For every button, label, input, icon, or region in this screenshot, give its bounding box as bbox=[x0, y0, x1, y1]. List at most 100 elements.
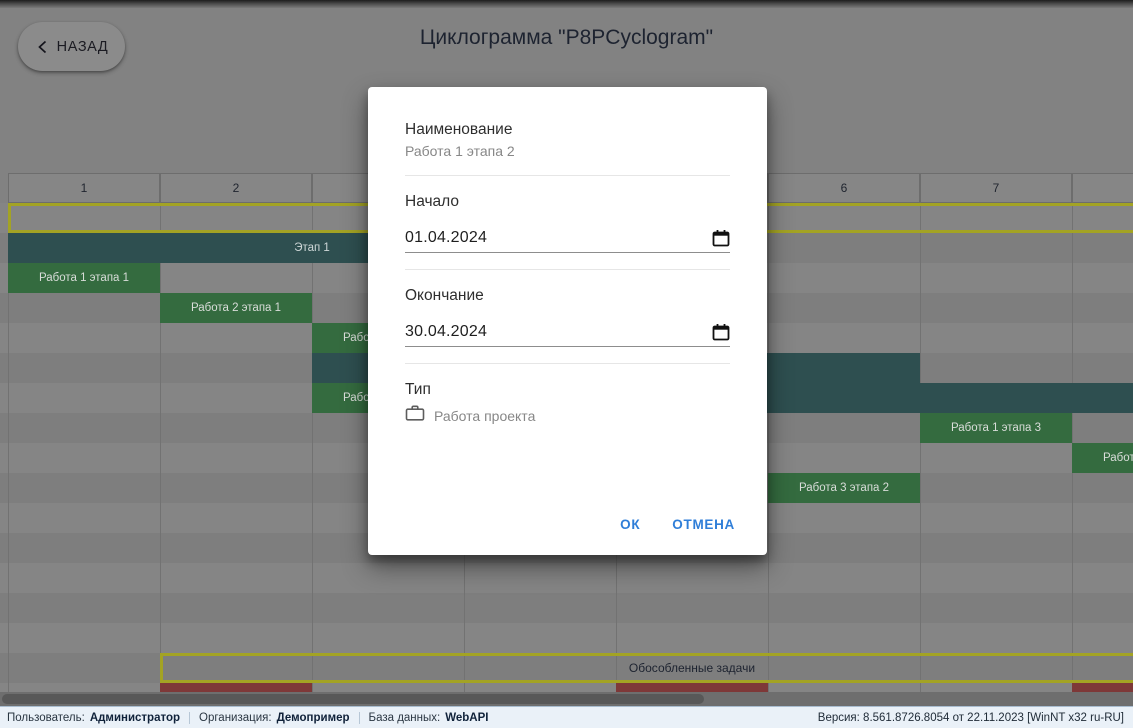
grid-column-divider bbox=[920, 443, 921, 473]
cyclogram-bar[interactable]: Работа 1 этапа 1 bbox=[8, 263, 160, 293]
grid-column-divider bbox=[920, 233, 921, 263]
grid-column-divider bbox=[768, 293, 769, 323]
back-button[interactable]: НАЗАД bbox=[18, 22, 125, 71]
column-header: 7 bbox=[920, 173, 1072, 203]
grid-column-divider bbox=[8, 413, 9, 443]
status-bar-left: Пользователь: Администратор Организация:… bbox=[0, 711, 498, 724]
window-top-edge bbox=[0, 0, 1133, 8]
grid-column-divider bbox=[312, 593, 313, 623]
start-date-input[interactable]: 01.04.2024 bbox=[405, 229, 730, 253]
cyclogram-bar[interactable]: Работа 1 без этапа bbox=[160, 683, 312, 692]
grid-column-divider bbox=[312, 503, 313, 533]
grid-column-divider bbox=[160, 203, 161, 233]
grid-column-divider bbox=[1072, 263, 1073, 293]
cyclogram-bar[interactable]: Работа 3 этапа 2 bbox=[768, 473, 920, 503]
grid-column-divider bbox=[920, 263, 921, 293]
grid-column-divider bbox=[160, 563, 161, 593]
cyclogram-bar[interactable]: Работа 2 без этапа bbox=[616, 683, 768, 692]
grid-column-divider bbox=[8, 593, 9, 623]
grid-column-divider bbox=[8, 653, 9, 683]
chevron-left-icon bbox=[35, 39, 51, 55]
grid-column-divider bbox=[920, 683, 921, 692]
page-title: Циклограмма "P8PCyclogram" bbox=[419, 26, 714, 49]
grid-row bbox=[0, 593, 1133, 623]
column-header: 8 bbox=[1072, 173, 1133, 203]
grid-column-divider bbox=[1072, 653, 1073, 683]
grid-column-divider bbox=[920, 353, 921, 383]
field-type-value: Работа проекта bbox=[434, 407, 536, 424]
grid-column-divider bbox=[616, 653, 617, 683]
status-org: Организация: Демопример bbox=[189, 711, 359, 724]
field-end: Окончание 30.04.2024 bbox=[405, 269, 730, 363]
grid-column-divider bbox=[160, 263, 161, 293]
grid-column-divider bbox=[616, 623, 617, 653]
grid-column-divider bbox=[160, 413, 161, 443]
field-name: Наименование Работа 1 этапа 2 bbox=[405, 121, 730, 175]
grid-column-divider bbox=[464, 593, 465, 623]
start-date-value: 01.04.2024 bbox=[405, 229, 488, 246]
grid-column-divider bbox=[312, 653, 313, 683]
grid-column-divider bbox=[920, 473, 921, 503]
grid-row bbox=[0, 623, 1133, 653]
grid-column-divider bbox=[160, 383, 161, 413]
calendar-icon[interactable] bbox=[712, 323, 730, 341]
grid-column-divider bbox=[1072, 563, 1073, 593]
cyclogram-bar[interactable]: Работа 3 без этапа bbox=[1072, 683, 1133, 692]
field-type-label: Тип bbox=[405, 381, 431, 398]
grid-column-divider bbox=[312, 563, 313, 593]
grid-column-divider bbox=[1072, 503, 1073, 533]
grid-column-divider bbox=[920, 563, 921, 593]
field-end-label: Окончание bbox=[405, 287, 484, 304]
grid-column-divider bbox=[8, 563, 9, 593]
grid-column-divider bbox=[8, 323, 9, 353]
column-header: 2 bbox=[160, 173, 312, 203]
cancel-button[interactable]: ОТМЕНА bbox=[662, 509, 745, 540]
ok-button[interactable]: ОК bbox=[610, 509, 650, 540]
grid-column-divider bbox=[920, 623, 921, 653]
grid-column-divider bbox=[1072, 233, 1073, 263]
grid-column-divider bbox=[1072, 473, 1073, 503]
grid-column-divider bbox=[312, 683, 313, 692]
cyclogram-bar[interactable]: Работа 2 этапа 3 bbox=[1072, 443, 1133, 473]
grid-column-divider bbox=[160, 503, 161, 533]
field-name-value: Работа 1 этапа 2 bbox=[405, 143, 515, 159]
grid-column-divider bbox=[616, 593, 617, 623]
grid-column-divider bbox=[312, 413, 313, 443]
grid-column-divider bbox=[8, 293, 9, 323]
cyclogram-bar[interactable]: Работа 2 этапа 1 bbox=[160, 293, 312, 323]
grid-column-divider bbox=[312, 443, 313, 473]
end-date-value: 30.04.2024 bbox=[405, 323, 488, 340]
status-db: База данных: WebAPI bbox=[358, 711, 498, 724]
grid-column-divider bbox=[768, 203, 769, 233]
grid-column-divider bbox=[920, 593, 921, 623]
horizontal-scrollbar-thumb[interactable] bbox=[2, 694, 704, 704]
field-type-row: Работа проекта bbox=[405, 404, 730, 427]
grid-column-divider bbox=[8, 503, 9, 533]
cyclogram-bar[interactable]: Обособленные задачи bbox=[160, 653, 1133, 683]
grid-column-divider bbox=[8, 473, 9, 503]
grid-column-divider bbox=[768, 233, 769, 263]
grid-column-divider bbox=[1072, 623, 1073, 653]
grid-column-divider bbox=[920, 503, 921, 533]
grid-row bbox=[0, 653, 1133, 683]
column-header: 6 bbox=[768, 173, 920, 203]
grid-column-divider bbox=[464, 623, 465, 653]
grid-column-divider bbox=[8, 443, 9, 473]
end-date-input[interactable]: 30.04.2024 bbox=[405, 323, 730, 347]
grid-column-divider bbox=[1072, 413, 1073, 443]
field-start-label: Начало bbox=[405, 193, 460, 210]
grid-column-divider bbox=[768, 653, 769, 683]
grid-column-divider bbox=[768, 323, 769, 353]
grid-column-divider bbox=[312, 533, 313, 563]
field-type: Тип Работа проекта bbox=[405, 363, 730, 443]
grid-column-divider bbox=[920, 293, 921, 323]
grid-column-divider bbox=[768, 443, 769, 473]
grid-column-divider bbox=[768, 413, 769, 443]
grid-column-divider bbox=[160, 473, 161, 503]
grid-column-divider bbox=[312, 263, 313, 293]
calendar-icon[interactable] bbox=[712, 229, 730, 247]
back-button-label: НАЗАД bbox=[56, 38, 109, 55]
cyclogram-bar[interactable]: Работа 1 этапа 3 bbox=[920, 413, 1072, 443]
grid-column-divider bbox=[920, 323, 921, 353]
grid-column-divider bbox=[768, 263, 769, 293]
